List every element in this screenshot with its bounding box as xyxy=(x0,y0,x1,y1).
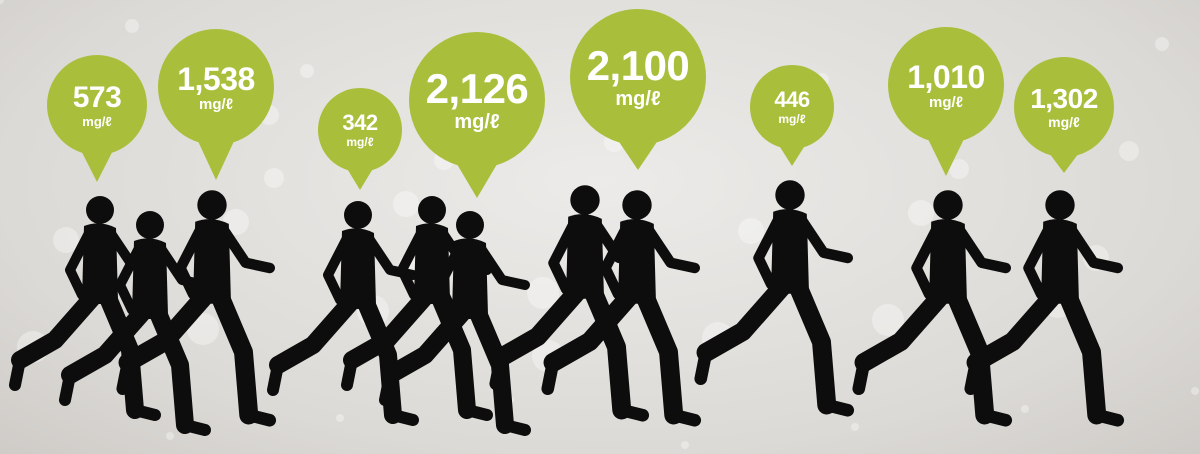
bubble-value: 2,100 xyxy=(586,42,690,89)
bubble-pointer xyxy=(195,136,237,180)
water-droplet xyxy=(223,209,249,235)
bubble-value: 446 xyxy=(774,87,810,112)
water-droplet xyxy=(1021,405,1029,413)
bubble-value: 342 xyxy=(342,110,378,135)
value-bubble: 573 mg/ℓ xyxy=(47,55,147,155)
bubble-unit: mg/ℓ xyxy=(929,93,963,111)
water-droplet xyxy=(949,159,969,179)
value-bubble: 2,100 mg/ℓ xyxy=(570,9,706,145)
water-droplet xyxy=(738,218,764,244)
water-droplet xyxy=(0,0,4,4)
water-droplet xyxy=(681,441,689,449)
water-droplet xyxy=(300,64,314,78)
bubble-pointer xyxy=(777,142,807,166)
water-droplet xyxy=(851,423,859,431)
water-droplet xyxy=(264,168,284,188)
bubble-circle xyxy=(888,27,1004,143)
value-bubble: 1,538 mg/ℓ xyxy=(158,29,274,145)
runner-silhouette xyxy=(964,190,1125,427)
bubble-circle xyxy=(1014,57,1114,157)
water-droplet xyxy=(393,191,419,217)
water-droplet xyxy=(908,200,934,226)
water-droplet xyxy=(336,414,344,422)
bubble-circle xyxy=(570,9,706,145)
water-droplet xyxy=(125,19,139,33)
water-droplet xyxy=(872,304,904,336)
water-droplet xyxy=(1191,387,1199,395)
runner-silhouette xyxy=(116,190,277,427)
value-bubble: 342 mg/ℓ xyxy=(318,88,402,172)
runner-silhouette xyxy=(541,190,702,427)
bubble-value: 1,538 xyxy=(177,60,255,97)
bubble-unit: mg/ℓ xyxy=(1048,114,1080,130)
bubble-unit: mg/ℓ xyxy=(346,135,374,149)
value-bubble: 1,010 mg/ℓ xyxy=(888,27,1004,143)
bubble-unit: mg/ℓ xyxy=(454,111,500,133)
bubble-unit: mg/ℓ xyxy=(778,112,806,126)
bubble-pointer xyxy=(79,147,115,182)
bubble-value: 2,126 xyxy=(425,65,529,112)
bubble-unit: mg/ℓ xyxy=(199,95,233,113)
bubble-circle xyxy=(750,65,834,149)
runner-silhouette xyxy=(489,185,650,422)
runner-silhouette xyxy=(852,190,1013,427)
runner-silhouette xyxy=(694,180,855,417)
water-droplet xyxy=(1119,141,1139,161)
value-bubble: 2,126 mg/ℓ xyxy=(409,32,545,168)
bubble-circle xyxy=(47,55,147,155)
bubble-value: 573 xyxy=(72,80,122,114)
value-bubble: 1,302 mg/ℓ xyxy=(1014,57,1114,157)
bubble-pointer xyxy=(453,157,501,198)
bubble-pointer xyxy=(345,165,375,190)
bubble-unit: mg/ℓ xyxy=(82,113,112,129)
value-bubble: 446 mg/ℓ xyxy=(750,65,834,149)
bubble-value: 1,010 xyxy=(907,58,985,95)
water-droplet xyxy=(527,277,559,309)
bubble-pointer xyxy=(925,134,967,176)
bubble-value: 1,302 xyxy=(1030,83,1098,114)
water-droplet xyxy=(1155,37,1169,51)
bubble-circle xyxy=(409,32,545,168)
bubble-circle xyxy=(158,29,274,145)
water-droplet xyxy=(53,227,79,253)
water-droplet xyxy=(166,432,174,440)
bubble-unit: mg/ℓ xyxy=(615,88,661,110)
bubble-circle xyxy=(318,88,402,172)
